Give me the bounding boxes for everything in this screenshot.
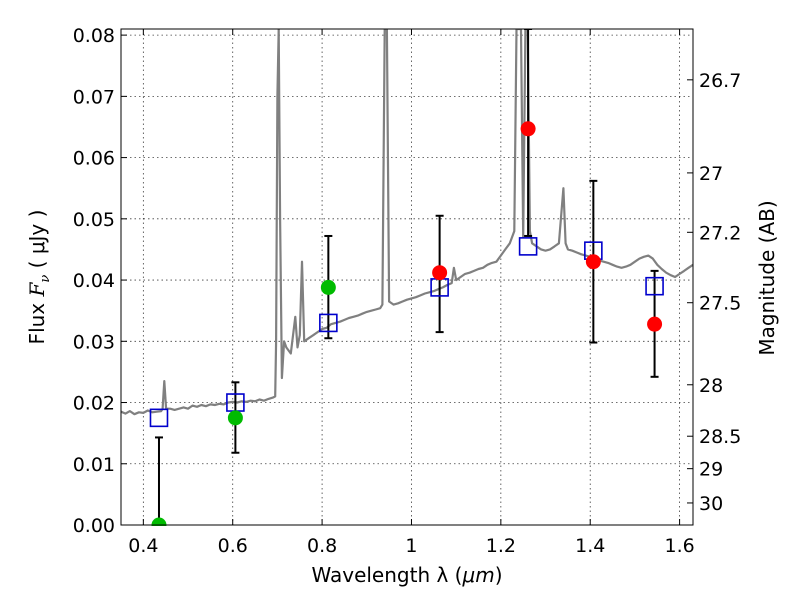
observed-marker-5 <box>585 254 601 270</box>
y2-tick-label-6: 29 <box>699 459 723 481</box>
y-tick-label-4: 0.04 <box>73 270 115 292</box>
observed-marker-2 <box>320 279 336 295</box>
x-tick-label-0: 0.4 <box>128 535 158 557</box>
y-tick-label-2: 0.02 <box>73 393 115 415</box>
plot-content <box>121 29 693 526</box>
y-tick-label-8: 0.08 <box>73 25 115 47</box>
x-tick-label-1: 0.6 <box>218 535 248 557</box>
x-tick-label-2: 0.8 <box>307 535 337 557</box>
x-axis-label: Wavelength λ (μm) <box>311 563 502 587</box>
model-marker-0 <box>149 408 169 428</box>
observed-markers <box>151 121 663 526</box>
x-tick-label-5: 1.4 <box>575 535 605 557</box>
y2-tick-label-7: 30 <box>699 493 723 515</box>
y2-axis-label: Magnitude (AB) <box>755 200 779 355</box>
y2-tick-label-0: 26.7 <box>699 70 741 92</box>
model-marker-2 <box>319 313 338 333</box>
y-tick-label-7: 0.07 <box>73 86 115 108</box>
y-tick-label-3: 0.03 <box>73 331 115 353</box>
y2-tick-label-3: 27.5 <box>699 293 741 315</box>
spectrum-line <box>121 29 693 416</box>
model-marker-6 <box>645 276 664 296</box>
y-tick-label-0: 0.00 <box>73 515 115 537</box>
y2-tick-label-2: 27.2 <box>699 222 741 244</box>
y2-tick-label-1: 27 <box>699 163 723 185</box>
observed-marker-6 <box>647 316 663 332</box>
y-tick-label-1: 0.01 <box>73 454 115 476</box>
y2-tick-label-5: 28.5 <box>699 426 741 448</box>
y-tick-label-5: 0.05 <box>73 209 115 231</box>
x-tick-label-3: 1 <box>405 535 417 557</box>
x-tick-label-4: 1.2 <box>486 535 516 557</box>
axis-ticks <box>121 29 693 526</box>
observed-marker-4 <box>520 121 536 137</box>
x-tick-labels: 0.4 0.6 0.8 1 1.2 1.4 1.6 <box>128 535 694 557</box>
observed-marker-1 <box>227 410 243 426</box>
model-marker-4 <box>518 237 538 256</box>
y-axis-label: Flux Fν ( μJy ) <box>25 210 53 345</box>
plot-frame <box>120 28 694 526</box>
observed-marker-3 <box>432 265 448 281</box>
y2-tick-labels: 26.7 27 27.2 27.5 28 28.5 29 30 <box>699 70 741 515</box>
y2-tick-label-4: 28 <box>699 375 723 397</box>
observed-marker-0 <box>151 517 167 526</box>
y-tick-label-6: 0.06 <box>73 148 115 170</box>
x-tick-label-6: 1.6 <box>664 535 694 557</box>
y-tick-labels: 0.00 0.01 0.02 0.03 0.04 0.05 0.06 0.07 0.08 <box>73 25 115 537</box>
